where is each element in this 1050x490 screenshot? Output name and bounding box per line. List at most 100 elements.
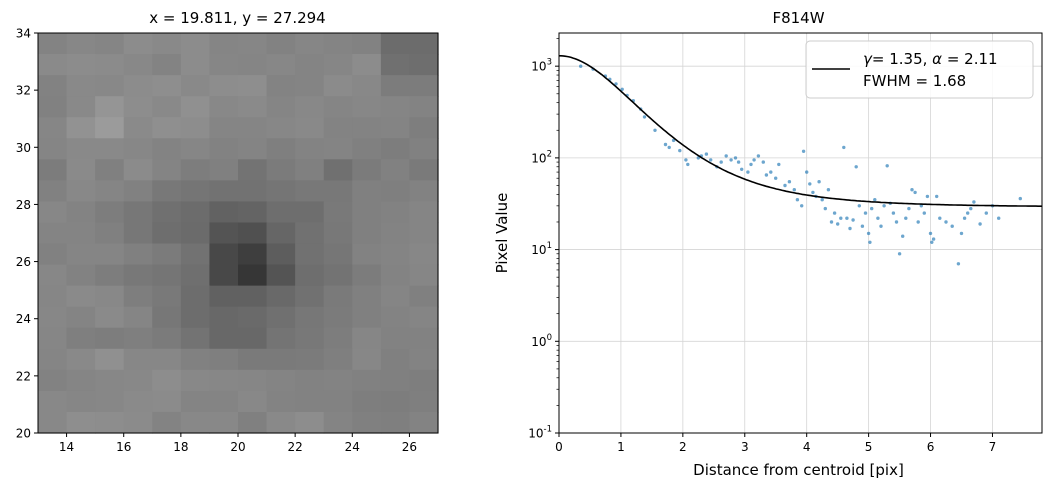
heatmap-cell — [180, 54, 211, 76]
heatmap-cell — [409, 390, 439, 413]
heatmap-cell — [38, 138, 68, 160]
heatmap-cell — [380, 306, 411, 329]
profile-point — [928, 231, 933, 236]
heatmap-cell — [266, 369, 296, 392]
profile-point — [761, 160, 765, 164]
heatmap-cell — [66, 264, 96, 287]
profile-point — [851, 218, 855, 222]
profile-point — [817, 180, 821, 184]
heatmap-cell — [266, 75, 296, 97]
heatmap-cell — [38, 201, 68, 224]
heatmap-cell — [238, 117, 268, 139]
profile-point — [620, 87, 624, 92]
heatmap-cell — [409, 180, 439, 203]
profile-point — [868, 240, 872, 244]
y-tick-label: 102 — [531, 149, 552, 165]
heatmap-cell — [409, 54, 439, 76]
heatmap-cell — [352, 243, 382, 266]
heatmap-cell — [352, 201, 382, 224]
profile-point — [962, 216, 967, 220]
heatmap-cell — [209, 348, 239, 371]
heatmap-cell — [95, 306, 125, 329]
heatmap-cell — [352, 117, 382, 139]
legend-box — [805, 40, 1034, 99]
profile-point — [897, 252, 902, 256]
heatmap-cell — [380, 180, 411, 203]
y-tick-label: 101 — [531, 241, 552, 257]
heatmap-cell — [95, 264, 125, 287]
heatmap-cell — [66, 411, 96, 434]
profile-point — [808, 182, 812, 186]
profile-point — [876, 216, 880, 220]
heatmap-cell — [238, 243, 268, 266]
heatmap-cells — [38, 33, 439, 434]
profile-x-axis-label: Distance from centroid [pix] — [693, 461, 904, 479]
heatmap-cell — [152, 348, 182, 371]
heatmap-cell — [152, 327, 182, 350]
heatmap-cell — [123, 285, 153, 308]
profile-point — [811, 190, 815, 195]
heatmap-cell — [238, 138, 268, 160]
heatmap-cell — [295, 159, 325, 181]
profile-point — [891, 211, 896, 215]
heatmap-cell — [180, 327, 211, 350]
profile-point — [579, 64, 583, 68]
heatmap-cell — [266, 243, 296, 266]
heatmap-cell — [123, 390, 153, 413]
profile-point — [774, 176, 778, 180]
heatmap-cell — [352, 222, 382, 245]
profile-point — [823, 206, 827, 211]
heatmap-cell — [295, 390, 325, 413]
heatmap-cell — [295, 327, 325, 350]
heatmap-cell — [180, 33, 211, 55]
heatmap-cell — [352, 138, 382, 160]
heatmap-cell — [266, 180, 296, 203]
heatmap-cell — [95, 159, 125, 181]
heatmap-cell — [266, 117, 296, 139]
heatmap-cell — [123, 348, 153, 371]
profile-x-ticks: 0 1 2 3 4 5 6 7 — [555, 433, 996, 454]
heatmap-cell — [123, 138, 153, 160]
heatmap-cell — [380, 138, 411, 160]
legend-gamma: γ — [863, 50, 873, 68]
heatmap-cell — [409, 306, 439, 329]
heatmap-cell — [38, 411, 68, 434]
heatmap-cell — [409, 369, 439, 392]
heatmap-cell — [95, 180, 125, 203]
profile-point — [848, 226, 852, 231]
heatmap-cell — [352, 96, 382, 118]
heatmap-cell — [238, 180, 268, 203]
heatmap-cell — [409, 138, 439, 160]
profile-point — [832, 211, 837, 215]
profile-point — [969, 206, 973, 211]
heatmap-cell — [95, 348, 125, 371]
heatmap-cell — [295, 201, 325, 224]
profile-point — [667, 145, 671, 150]
heatmap-cell — [38, 306, 68, 329]
heatmap-cell — [95, 243, 125, 266]
heatmap-cell — [352, 306, 382, 329]
heatmap-cell — [209, 369, 239, 392]
profile-point — [740, 167, 744, 171]
heatmap-cell — [180, 138, 211, 160]
heatmap-cell — [266, 54, 296, 76]
heatmap-cell — [209, 390, 239, 413]
heatmap-cell — [409, 33, 439, 55]
heatmap-cell — [123, 201, 153, 224]
profile-point — [792, 188, 796, 192]
heatmap-cell — [66, 117, 96, 139]
profile-point — [901, 234, 905, 238]
heatmap-cell — [266, 264, 296, 287]
heatmap-cell — [66, 159, 96, 181]
heatmap-cell — [123, 33, 153, 55]
heatmap-cell — [95, 54, 125, 76]
heatmap-cell — [323, 54, 353, 76]
heatmap-cell — [95, 327, 125, 350]
heatmap-cell — [180, 243, 211, 266]
heatmap-cell — [66, 327, 96, 350]
y-tick-label: 100 — [531, 333, 552, 349]
heatmap-cell — [295, 75, 325, 97]
profile-point — [729, 158, 733, 162]
x-tick-label: 26 — [402, 440, 417, 454]
